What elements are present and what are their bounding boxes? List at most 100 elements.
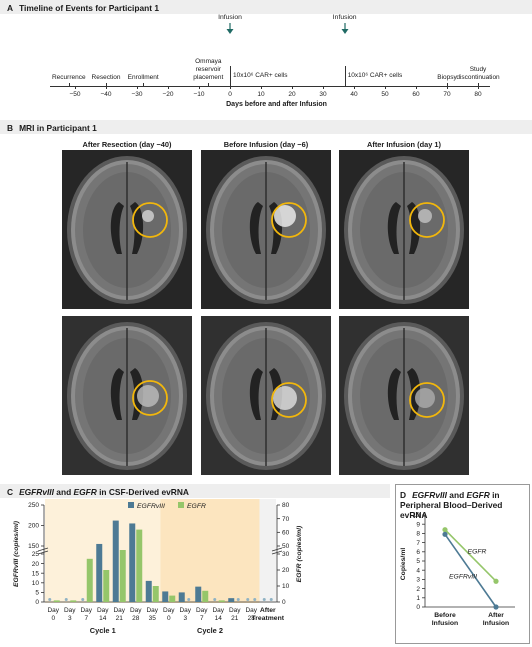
timeline-tick bbox=[478, 86, 479, 89]
mri-scan-image bbox=[201, 150, 331, 309]
panel-d-title: D EGFRvIII and EGFR in Peripheral Blood–D… bbox=[400, 490, 503, 520]
y-axis-tick-label: 4 bbox=[416, 567, 420, 574]
bar-egfrviii bbox=[112, 520, 119, 602]
right-axis-label: EGFR (copies/ml) bbox=[296, 525, 303, 582]
csf-evrna-bar-chart: EGFRvIII EGFR0510152025150200250EGFRvIII … bbox=[13, 499, 303, 635]
right-axis-tick-label: 30 bbox=[282, 551, 290, 558]
timeline-tick bbox=[416, 86, 417, 89]
timeline-axis-label: Days before and after Infusion bbox=[226, 101, 327, 108]
timeline-event-tick bbox=[143, 83, 145, 86]
timeline-event-label: Study discontinuation bbox=[456, 66, 500, 81]
mri-column-label-3: After Infusion (day 1) bbox=[367, 140, 441, 149]
panel-c-title-gene1: EGFRvIII bbox=[19, 487, 54, 497]
category-label-number: 14 bbox=[215, 615, 223, 622]
timeline-tick-label: −50 bbox=[69, 91, 81, 98]
infusion-arrow-icon bbox=[341, 23, 349, 34]
timeline-tick bbox=[354, 86, 355, 89]
timeline-event-label: Enrollment bbox=[127, 74, 159, 81]
timeline-tick-label: 30 bbox=[319, 91, 327, 98]
timeline-tick-label: 80 bbox=[474, 91, 482, 98]
timeline-event-tick bbox=[208, 83, 210, 86]
infusion-dose-label: 10x10⁶ CAR+ cells bbox=[233, 72, 288, 79]
bar-egfr bbox=[103, 570, 110, 602]
lesion-highlight-circle bbox=[271, 202, 307, 238]
bar-egfrviii-undetected-marker bbox=[81, 598, 85, 601]
left-axis-tick-label: 25 bbox=[32, 551, 40, 558]
category-label-day: Day bbox=[163, 607, 175, 614]
x-category-label: Before bbox=[434, 612, 456, 619]
bar-egfrviii-undetected-marker bbox=[262, 598, 266, 601]
panel-d-frame bbox=[395, 484, 530, 644]
category-label-number: 3 bbox=[183, 615, 187, 622]
bar-egfr bbox=[152, 586, 159, 602]
bar-egfrviii bbox=[145, 580, 152, 602]
bar-egfrviii-undetected-marker bbox=[48, 598, 52, 601]
x-category-label: After bbox=[488, 612, 504, 619]
timeline-tick-label: 20 bbox=[288, 91, 296, 98]
bar-egfrviii-undetected-marker bbox=[64, 598, 68, 601]
mri-scan-image bbox=[201, 316, 331, 475]
axis-break-mark bbox=[37, 547, 49, 555]
timeline-event-tick bbox=[106, 83, 107, 86]
category-label-day: Day bbox=[130, 607, 142, 614]
timeline-tick bbox=[261, 86, 262, 89]
legend-label-egfrviii: EGFRvIII bbox=[137, 503, 165, 510]
legend-swatch-egfrviii bbox=[128, 502, 134, 508]
timeline-tick bbox=[106, 86, 107, 89]
timeline-tick bbox=[137, 86, 138, 89]
y-axis-tick-label: 6 bbox=[416, 549, 420, 556]
panel-a-header bbox=[0, 0, 532, 14]
category-label-number: 21 bbox=[116, 615, 124, 622]
y-axis-tick-label: 9 bbox=[416, 521, 420, 528]
bar-egfrviii bbox=[195, 586, 202, 602]
x-category-label: Infusion bbox=[432, 620, 458, 627]
timeline-event-tick bbox=[478, 83, 479, 86]
after-treatment-band bbox=[259, 499, 276, 603]
timeline-tick-label: 70 bbox=[443, 91, 451, 98]
category-label-day: Day bbox=[245, 607, 257, 614]
bar-egfrviii-undetected-marker bbox=[246, 598, 250, 601]
series-label-egfr: EGFR bbox=[468, 549, 487, 556]
panel-d-letter: D bbox=[400, 490, 407, 500]
lesion-highlight-circle bbox=[409, 382, 445, 418]
category-label-day: Day bbox=[179, 607, 191, 614]
category-label-number: 0 bbox=[51, 615, 55, 622]
panel-d-title-gene2: EGFR bbox=[466, 490, 490, 500]
mri-brain-image bbox=[201, 150, 331, 309]
bar-egfr bbox=[119, 550, 126, 602]
cycle-1-band bbox=[45, 499, 161, 603]
data-point-egfr bbox=[493, 578, 499, 584]
category-label-day: Day bbox=[64, 607, 76, 614]
panel-a-title-text: Timeline of Events for Participant 1 bbox=[19, 3, 159, 13]
panel-d-title-gene1: EGFRvIII bbox=[412, 490, 447, 500]
category-label-number: 7 bbox=[84, 615, 88, 622]
bar-egfr bbox=[169, 595, 176, 602]
left-axis-tick-label: 20 bbox=[32, 561, 40, 568]
panel-a-title: A Timeline of Events for Participant 1 bbox=[7, 3, 159, 13]
category-label-number: 7 bbox=[200, 615, 204, 622]
timeline-tick bbox=[323, 86, 324, 89]
panel-c-title-gene2: EGFR bbox=[73, 487, 97, 497]
timeline-event-label: Resection bbox=[91, 74, 121, 81]
timeline-tick-label: −20 bbox=[162, 91, 174, 98]
timeline: −50 −40 −30 −20 −10 0 10 20 30 40 50 60 70 80 Days bef… bbox=[0, 14, 532, 119]
y-axis-tick-label: 10 bbox=[413, 512, 421, 519]
series-label-egfrviii: EGFRvIII bbox=[449, 573, 477, 580]
bar-egfr bbox=[218, 600, 225, 602]
panel-b-letter: B bbox=[7, 123, 14, 133]
y-axis-tick-label: 3 bbox=[416, 577, 420, 584]
y-axis-tick-label: 5 bbox=[416, 558, 420, 565]
category-label-day: Day bbox=[47, 607, 59, 614]
lesion-highlight-circle bbox=[409, 202, 445, 238]
right-axis-tick-label: 10 bbox=[282, 583, 290, 590]
blood-evrna-line-chart: 012345678910Copies/mlBeforeInfusionAfter… bbox=[400, 512, 515, 627]
bar-egfr bbox=[53, 600, 60, 602]
timeline-tick-label: −30 bbox=[131, 91, 143, 98]
lesion-highlight-circle bbox=[132, 380, 168, 416]
bar-egfrviii bbox=[96, 543, 103, 602]
infusion-arrow-icon bbox=[226, 23, 234, 34]
mri-column-label-1: After Resection (day −40) bbox=[82, 140, 172, 149]
bar-egfrviii bbox=[162, 591, 169, 602]
category-label-day: Day bbox=[80, 607, 92, 614]
panel-c-letter: C bbox=[7, 487, 14, 497]
